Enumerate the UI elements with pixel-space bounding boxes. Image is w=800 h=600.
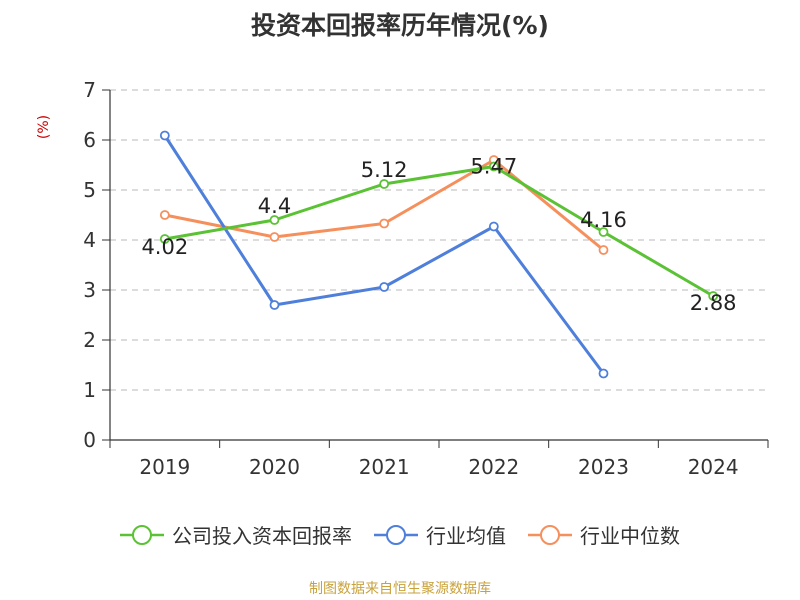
data-point[interactable] [598,368,609,379]
data-label: 4.02 [141,235,188,259]
y-tick-label: 6 [83,128,96,152]
legend-label: 公司投入资本回报率 [172,524,352,548]
y-tick-label: 4 [83,228,96,252]
data-point[interactable] [488,161,499,172]
legend-marker-icon [120,524,164,545]
data-point[interactable] [269,215,280,225]
data-label: 4.16 [580,208,627,232]
data-label: 5.47 [470,155,517,179]
x-tick-label: 2021 [359,455,410,479]
series-line [164,165,714,298]
source-note: 制图数据来自恒生聚源数据库 [309,581,491,597]
y-axis-label: (%) [36,115,52,139]
x-tick-label: 2023 [578,455,629,479]
legend: 公司投入资本回报率 行业均值 行业中位数 [0,520,800,549]
x-tick-label: 2020 [249,455,300,479]
data-point[interactable] [269,232,280,242]
legend-marker-icon [528,524,572,545]
data-point[interactable] [159,210,170,220]
data-label: 5.12 [361,158,408,182]
legend-marker-icon [374,524,418,545]
data-point[interactable] [159,130,170,141]
data-label: 4.4 [258,194,291,218]
x-tick-label: 2019 [139,455,190,479]
chart-title: 投资本回报率历年情况(%) [251,11,549,40]
series [159,130,719,379]
y-tick-label: 7 [83,78,96,102]
legend-item-company[interactable]: 公司投入资本回报率 [120,520,352,549]
legend-label: 行业中位数 [580,524,680,548]
legend-item-industry-mean[interactable]: 行业均值 [374,520,506,549]
data-labels: 4.02 4.4 5.12 5.47 4.16 2.88 [141,155,736,316]
line-chart: 0 1 2 3 4 5 6 7 2019 2020 2021 2022 2023 2024 (%) 4.0… [36,78,769,479]
y-tick-label: 3 [83,278,96,302]
x-tick-label: 2024 [688,455,739,479]
grid-lines [110,89,768,391]
data-point[interactable] [159,234,170,244]
data-point[interactable] [488,221,499,232]
y-tick-label: 0 [83,428,96,452]
y-tick-label: 2 [83,328,96,352]
x-tick-label: 2022 [468,455,519,479]
data-point[interactable] [379,179,390,189]
y-tick-label: 1 [83,378,96,402]
data-point[interactable] [598,227,609,237]
legend-item-industry-median[interactable]: 行业中位数 [528,520,680,549]
data-point[interactable] [379,218,390,229]
axes: 0 1 2 3 4 5 6 7 2019 2020 2021 2022 2023 2024 [83,78,769,479]
data-point[interactable] [269,300,280,310]
data-point[interactable] [598,245,609,255]
data-label: 2.88 [690,291,737,315]
legend-label: 行业均值 [426,524,506,548]
y-tick-label: 5 [83,178,96,202]
data-point[interactable] [708,291,719,301]
data-point[interactable] [379,282,390,292]
